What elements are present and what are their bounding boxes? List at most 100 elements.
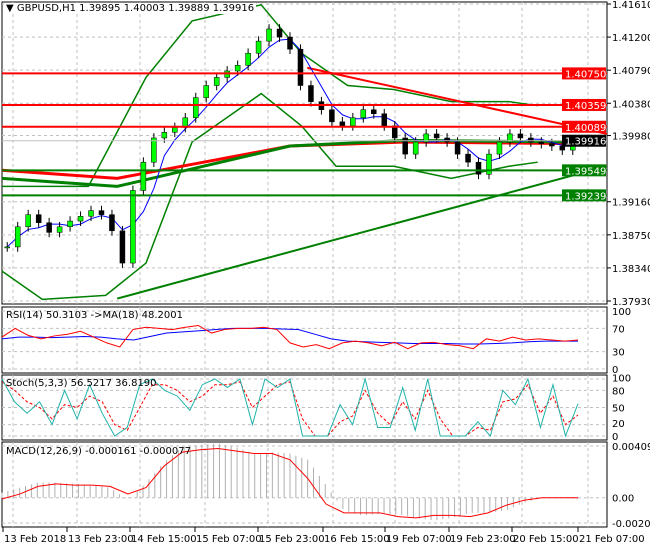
- y-tick-label: 1.40380: [612, 99, 650, 110]
- candle: [255, 40, 262, 54]
- level-label: 1.40750: [565, 69, 606, 80]
- candle: [266, 28, 272, 42]
- y-tick-label: -0.002002: [612, 519, 650, 530]
- candle: [98, 210, 105, 215]
- y-tick-label: 1.37930: [612, 297, 650, 308]
- y-tick-label: 30: [612, 348, 625, 359]
- y-tick-label: 70: [612, 324, 625, 335]
- stoch-k-line: [1, 377, 579, 438]
- level-badge: [562, 67, 606, 80]
- panel-frame-0: [1, 1, 608, 305]
- candle: [119, 230, 126, 264]
- candle: [67, 220, 73, 227]
- y-tick-label: 0: [612, 432, 618, 443]
- x-tick-label: 21 Feb 07:00: [579, 534, 645, 545]
- trendline: [116, 165, 608, 300]
- candle: [549, 143, 555, 147]
- level-label: 1.40359: [565, 101, 606, 112]
- stoch-d-line: [1, 381, 579, 437]
- candle: [496, 141, 503, 155]
- candle: [486, 153, 492, 175]
- y-tick-label: 0.004096: [612, 442, 650, 453]
- level-badge: [562, 164, 606, 177]
- x-tick-label: 15 Feb 07:00: [196, 534, 262, 545]
- rsi-line: [1, 324, 579, 350]
- candle: [297, 48, 304, 86]
- candle: [308, 85, 314, 102]
- symbol-label: GBPUSD,H1: [16, 3, 76, 14]
- candle: [465, 153, 471, 163]
- x-tick-label: 13 Feb 23:00: [68, 534, 134, 545]
- x-tick-label: 13 Feb 2018: [4, 534, 66, 545]
- candle: [287, 36, 293, 50]
- candle: [454, 141, 461, 155]
- y-tick-label: 1.41610: [612, 0, 650, 11]
- candle: [381, 113, 388, 127]
- bollinger-lower: [1, 92, 538, 301]
- current-price-label: 1.39916: [565, 137, 606, 148]
- candle: [109, 214, 115, 232]
- level-label: 1.39239: [565, 191, 606, 202]
- y-tick-label: 1.38340: [612, 264, 650, 275]
- x-tick-label: 16 Feb 15:00: [324, 534, 390, 545]
- candle: [172, 127, 178, 133]
- y-tick-label: 1.38750: [612, 231, 650, 242]
- y-tick-label: 20: [612, 419, 625, 430]
- panel-frame-1: [1, 306, 608, 374]
- y-tick-label: 1.39980: [612, 132, 650, 143]
- y-tick-label: 100: [612, 307, 631, 318]
- candle: [151, 137, 157, 163]
- candle: [433, 133, 440, 139]
- level-badge: [562, 98, 606, 111]
- candle: [402, 137, 408, 155]
- candle: [538, 141, 545, 144]
- candle: [245, 52, 251, 66]
- candle: [475, 161, 482, 175]
- y-tick-label: 50: [612, 404, 625, 415]
- panel-frame-3: [1, 441, 608, 528]
- y-tick-label: 1.41200: [612, 33, 650, 44]
- candle: [140, 161, 147, 191]
- candle: [46, 222, 52, 233]
- candle: [517, 133, 524, 139]
- stoch-label: Stoch(5,3,3) 56.5217 36.8190: [6, 378, 157, 389]
- rsi-ma-line: [1, 327, 578, 345]
- rsi-label: RSI(14) 50.3103 ->MA(18) 48.2001: [6, 310, 183, 321]
- candle: [203, 85, 209, 98]
- y-tick-label: 1.40790: [612, 66, 650, 77]
- candle: [350, 117, 356, 127]
- dropdown-triangle-icon[interactable]: ▼: [6, 3, 14, 14]
- candle: [360, 109, 367, 119]
- level-badge: [562, 189, 606, 202]
- candle: [192, 97, 199, 119]
- x-tick-label: 20 Feb 15:00: [513, 534, 579, 545]
- level-badge: [562, 120, 606, 133]
- candle: [25, 214, 31, 228]
- candle: [130, 190, 136, 264]
- candle: [423, 133, 429, 143]
- y-tick-label: 100: [612, 373, 631, 384]
- candle: [213, 77, 220, 86]
- level-label: 1.40089: [565, 123, 606, 134]
- candle: [276, 28, 283, 38]
- macd-signal-line: [1, 447, 578, 519]
- candle: [412, 141, 419, 155]
- x-tick-label: 19 Feb 23:00: [450, 534, 516, 545]
- y-tick-label: 0.00: [612, 494, 634, 505]
- candle: [161, 132, 168, 139]
- y-tick-label: 1.39160: [612, 198, 650, 209]
- trendline: [307, 66, 608, 135]
- candle: [444, 137, 450, 143]
- candle: [14, 226, 21, 248]
- candle: [329, 109, 335, 123]
- candle: [339, 121, 346, 127]
- symbol-header: ▼ GBPUSD,H1 1.39895 1.40003 1.39889 1.39…: [4, 3, 257, 14]
- candle: [77, 216, 84, 222]
- candle: [88, 210, 94, 217]
- candle: [4, 246, 10, 249]
- candle: [35, 214, 42, 223]
- price-badge: [562, 134, 606, 147]
- candle: [507, 133, 513, 143]
